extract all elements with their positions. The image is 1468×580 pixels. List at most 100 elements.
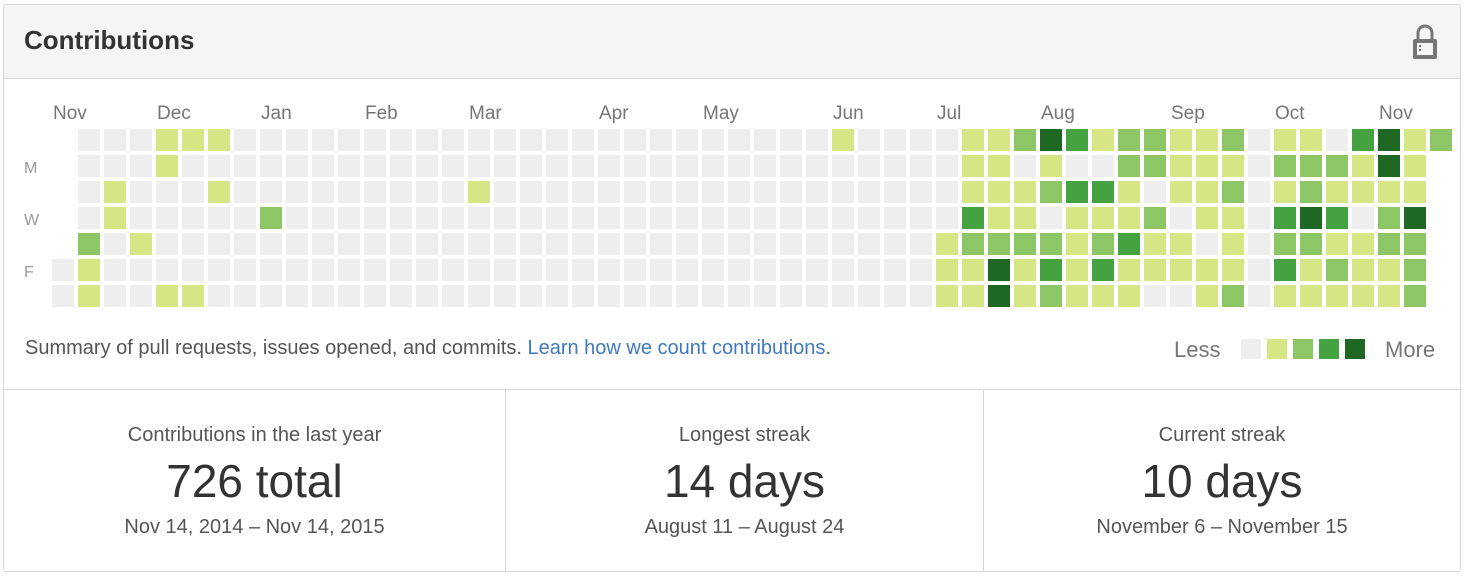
day-cell[interactable]	[1170, 233, 1192, 255]
day-cell[interactable]	[650, 155, 672, 177]
day-cell[interactable]	[1170, 155, 1192, 177]
day-cell[interactable]	[624, 181, 646, 203]
day-cell[interactable]	[702, 181, 724, 203]
day-cell[interactable]	[442, 259, 464, 281]
day-cell[interactable]	[1404, 285, 1426, 307]
day-cell[interactable]	[1430, 129, 1452, 151]
day-cell[interactable]	[754, 233, 776, 255]
day-cell[interactable]	[728, 207, 750, 229]
day-cell[interactable]	[1352, 285, 1374, 307]
day-cell[interactable]	[1326, 207, 1348, 229]
day-cell[interactable]	[728, 259, 750, 281]
day-cell[interactable]	[156, 285, 178, 307]
day-cell[interactable]	[338, 233, 360, 255]
day-cell[interactable]	[156, 233, 178, 255]
day-cell[interactable]	[832, 181, 854, 203]
day-cell[interactable]	[650, 207, 672, 229]
day-cell[interactable]	[1378, 181, 1400, 203]
day-cell[interactable]	[338, 155, 360, 177]
day-cell[interactable]	[208, 259, 230, 281]
day-cell[interactable]	[1040, 155, 1062, 177]
day-cell[interactable]	[338, 207, 360, 229]
day-cell[interactable]	[676, 259, 698, 281]
day-cell[interactable]	[1092, 233, 1114, 255]
day-cell[interactable]	[754, 207, 776, 229]
day-cell[interactable]	[702, 259, 724, 281]
day-cell[interactable]	[780, 259, 802, 281]
day-cell[interactable]	[390, 207, 412, 229]
day-cell[interactable]	[1040, 259, 1062, 281]
day-cell[interactable]	[1300, 129, 1322, 151]
day-cell[interactable]	[546, 259, 568, 281]
day-cell[interactable]	[832, 207, 854, 229]
day-cell[interactable]	[910, 285, 932, 307]
day-cell[interactable]	[1300, 155, 1322, 177]
day-cell[interactable]	[1014, 129, 1036, 151]
day-cell[interactable]	[286, 155, 308, 177]
day-cell[interactable]	[1248, 285, 1270, 307]
day-cell[interactable]	[780, 155, 802, 177]
day-cell[interactable]	[1274, 259, 1296, 281]
day-cell[interactable]	[1300, 233, 1322, 255]
day-cell[interactable]	[1066, 129, 1088, 151]
day-cell[interactable]	[1144, 259, 1166, 281]
day-cell[interactable]	[1014, 181, 1036, 203]
day-cell[interactable]	[702, 207, 724, 229]
day-cell[interactable]	[338, 129, 360, 151]
day-cell[interactable]	[78, 259, 100, 281]
day-cell[interactable]	[676, 181, 698, 203]
day-cell[interactable]	[260, 285, 282, 307]
day-cell[interactable]	[910, 155, 932, 177]
day-cell[interactable]	[884, 259, 906, 281]
day-cell[interactable]	[1274, 155, 1296, 177]
day-cell[interactable]	[390, 285, 412, 307]
day-cell[interactable]	[1092, 207, 1114, 229]
day-cell[interactable]	[546, 181, 568, 203]
day-cell[interactable]	[260, 181, 282, 203]
day-cell[interactable]	[936, 129, 958, 151]
day-cell[interactable]	[1222, 129, 1244, 151]
day-cell[interactable]	[806, 285, 828, 307]
day-cell[interactable]	[1222, 285, 1244, 307]
day-cell[interactable]	[494, 233, 516, 255]
day-cell[interactable]	[364, 233, 386, 255]
day-cell[interactable]	[1014, 155, 1036, 177]
day-cell[interactable]	[1092, 259, 1114, 281]
day-cell[interactable]	[1144, 181, 1166, 203]
day-cell[interactable]	[130, 259, 152, 281]
day-cell[interactable]	[546, 233, 568, 255]
day-cell[interactable]	[442, 181, 464, 203]
day-cell[interactable]	[52, 259, 74, 281]
day-cell[interactable]	[676, 207, 698, 229]
learn-more-link[interactable]: Learn how we count contributions	[527, 337, 826, 359]
day-cell[interactable]	[156, 155, 178, 177]
day-cell[interactable]	[468, 233, 490, 255]
day-cell[interactable]	[1222, 233, 1244, 255]
day-cell[interactable]	[1196, 155, 1218, 177]
day-cell[interactable]	[624, 207, 646, 229]
day-cell[interactable]	[260, 207, 282, 229]
day-cell[interactable]	[182, 259, 204, 281]
day-cell[interactable]	[1118, 207, 1140, 229]
day-cell[interactable]	[1222, 155, 1244, 177]
day-cell[interactable]	[1274, 285, 1296, 307]
day-cell[interactable]	[806, 129, 828, 151]
day-cell[interactable]	[624, 259, 646, 281]
day-cell[interactable]	[520, 233, 542, 255]
day-cell[interactable]	[884, 207, 906, 229]
day-cell[interactable]	[754, 155, 776, 177]
day-cell[interactable]	[468, 181, 490, 203]
day-cell[interactable]	[936, 181, 958, 203]
day-cell[interactable]	[442, 129, 464, 151]
day-cell[interactable]	[520, 181, 542, 203]
day-cell[interactable]	[1170, 181, 1192, 203]
day-cell[interactable]	[650, 233, 672, 255]
day-cell[interactable]	[1170, 207, 1192, 229]
day-cell[interactable]	[494, 259, 516, 281]
day-cell[interactable]	[130, 181, 152, 203]
day-cell[interactable]	[728, 155, 750, 177]
day-cell[interactable]	[962, 155, 984, 177]
day-cell[interactable]	[572, 259, 594, 281]
day-cell[interactable]	[1092, 181, 1114, 203]
day-cell[interactable]	[390, 181, 412, 203]
